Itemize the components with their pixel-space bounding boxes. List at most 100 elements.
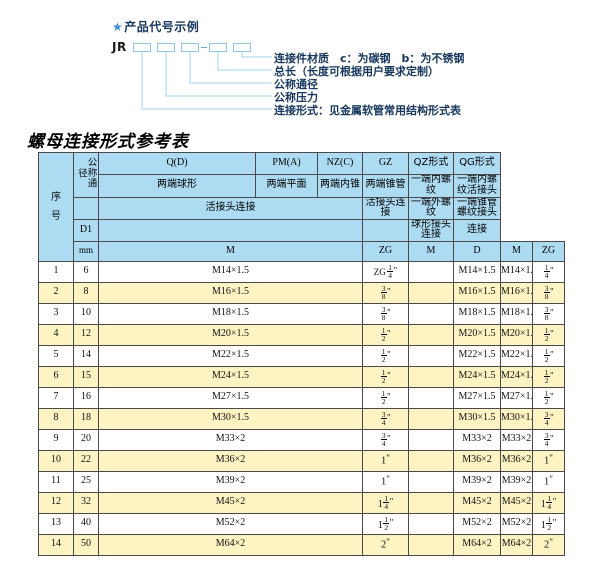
cell-qg-zg: 1" <box>532 470 565 493</box>
header-group-nzc: NZ(C) <box>317 152 363 175</box>
header-end-spherical: 两端球形 <box>98 173 256 198</box>
header-outer-thread: 一端外螺纹 <box>408 196 454 220</box>
cell-zg: 1" <box>362 470 409 493</box>
cell-thread-m: M22×1.5 <box>98 344 363 367</box>
cell-zg: 3 8 " <box>362 281 409 304</box>
cell-qg-zg: 1 2 " <box>532 386 565 409</box>
cell-qg-m: M14×1.5 <box>500 260 533 283</box>
header-dn-label: 公称通径 <box>76 157 97 189</box>
cell-dn: 50 <box>73 533 99 556</box>
header-row-ball: D1 球形接头连接 连接 <box>39 218 565 242</box>
cell-qz-d: M22×1.5 <box>453 344 501 367</box>
cell-dn: 14 <box>73 344 99 367</box>
cell-seq: 8 <box>38 407 74 430</box>
cell-dn: 18 <box>73 407 99 430</box>
cell-zg: 3 8 " <box>362 302 409 325</box>
table-row: 11 25 M39×2 1" M39×2 M39×2 1" <box>38 470 565 493</box>
cell-qg-m: M45×2 <box>500 491 533 514</box>
cell-qz-m <box>408 449 454 472</box>
cell-qg-zg: 1 4 " <box>532 260 565 283</box>
cell-seq: 3 <box>38 302 74 325</box>
cell-qz-d: M27×1.5 <box>453 386 501 409</box>
table-row: 9 20 M33×2 3 4 " M33×2 M33×2 3 4 " <box>38 428 565 451</box>
cell-qg-m: M36×2 <box>500 449 533 472</box>
header-blank-gz <box>362 218 409 242</box>
cell-dn: 12 <box>73 323 99 346</box>
cell-seq: 7 <box>38 386 74 409</box>
cell-qz-d: M33×2 <box>453 428 501 451</box>
cell-qg-zg: 1 2 " <box>532 365 565 388</box>
cell-qg-zg: 3 4 " <box>532 428 565 451</box>
cell-qz-m <box>408 365 454 388</box>
header-end-incone: 两端内锥 <box>317 173 363 198</box>
table-row: 14 50 M64×2 2" M64×2 M64×2 2" <box>38 533 565 556</box>
header-row-union: 活接头连接 活接头连接 一端外螺纹 一端锥管螺纹接头 <box>39 196 565 220</box>
code-box-3 <box>181 43 199 52</box>
code-prefix-jr: JR <box>112 40 127 54</box>
cell-seq: 5 <box>38 344 74 367</box>
cell-thread-m: M33×2 <box>98 428 363 451</box>
cell-thread-m: M64×2 <box>98 533 363 556</box>
header-dn-spacer <box>73 196 99 220</box>
header-cone-thread-joint: 一端锥管螺纹接头 <box>453 196 501 220</box>
header-end-conepipe: 两端锥管 <box>362 173 409 198</box>
cell-seq: 4 <box>38 323 74 346</box>
cell-thread-m: M30×1.5 <box>98 407 363 430</box>
code-label-length: 总长（长度可根据用户要求定制） <box>274 65 439 78</box>
cell-qz-m <box>408 512 454 535</box>
cell-qg-m: M22×1.5 <box>500 344 533 367</box>
cell-qg-zg: 3 8 " <box>532 281 565 304</box>
product-code-heading: ★产品代号示例 <box>112 18 199 35</box>
header-unit-qz-d: D <box>453 240 501 262</box>
table-row: 10 22 M36×2 1" M36×2 M36×2 1" <box>38 449 565 472</box>
table-row: 12 32 M45×2 1 1 4 " M45×2 M45×2 1 1 4 " <box>38 491 565 514</box>
header-connect: 连接 <box>453 218 501 242</box>
cell-qz-m <box>408 281 454 304</box>
cell-qz-m <box>408 491 454 514</box>
code-label-material: 连接件材质 c：为碳钢 b：为不锈钢 <box>274 52 465 65</box>
cell-qg-zg: 1 1 2 " <box>532 512 565 535</box>
cell-dn: 25 <box>73 470 99 493</box>
code-box-4 <box>209 43 227 52</box>
header-end-infemale-union: 一端内螺纹活接头 <box>453 173 501 198</box>
table-title: 螺母连接形式参考表 <box>27 132 189 152</box>
cell-seq: 1 <box>38 260 74 283</box>
cell-zg: 3 4 " <box>362 407 409 430</box>
cell-dn: 10 <box>73 302 99 325</box>
header-union-connect-left: 活接头连接 <box>98 196 363 220</box>
cell-dn: 22 <box>73 449 99 472</box>
cell-zg: 1 1 4 " <box>362 491 409 514</box>
cell-seq: 10 <box>38 449 74 472</box>
cell-zg: 1" <box>362 449 409 472</box>
cell-seq: 9 <box>38 428 74 451</box>
cell-zg: 3 4 " <box>362 428 409 451</box>
cell-qz-d: M36×2 <box>453 449 501 472</box>
cell-qg-m: M24×1.5 <box>500 365 533 388</box>
cell-zg: 1 2 " <box>362 365 409 388</box>
cell-thread-m: M52×2 <box>98 512 363 535</box>
cell-qg-m: M33×2 <box>500 428 533 451</box>
cell-zg: 1 2 " <box>362 386 409 409</box>
cell-qg-m: M27×1.5 <box>500 386 533 409</box>
cell-qg-m: M16×1.5 <box>500 281 533 304</box>
nut-connection-reference-table: 序号 公称通径 Q(D) PM(A) NZ(C) GZ QZ形式 QG形式 两端… <box>38 152 565 556</box>
cell-qg-zg: 1" <box>532 449 565 472</box>
cell-dn: 40 <box>73 512 99 535</box>
cell-qg-zg: 3 8 " <box>532 302 565 325</box>
cell-qg-m: M30×1.5 <box>500 407 533 430</box>
header-row-groups: 序号 公称通径 Q(D) PM(A) NZ(C) GZ QZ形式 QG形式 <box>38 152 565 262</box>
cell-thread-m: M36×2 <box>98 449 363 472</box>
cell-thread-m: M24×1.5 <box>98 365 363 388</box>
header-end-infemale: 一端内螺纹 <box>408 173 454 198</box>
cell-seq: 12 <box>38 491 74 514</box>
cell-qg-zg: 2" <box>532 533 565 556</box>
cell-qz-m <box>408 344 454 367</box>
cell-qg-m: M39×2 <box>500 470 533 493</box>
cell-dn: 8 <box>73 281 99 304</box>
